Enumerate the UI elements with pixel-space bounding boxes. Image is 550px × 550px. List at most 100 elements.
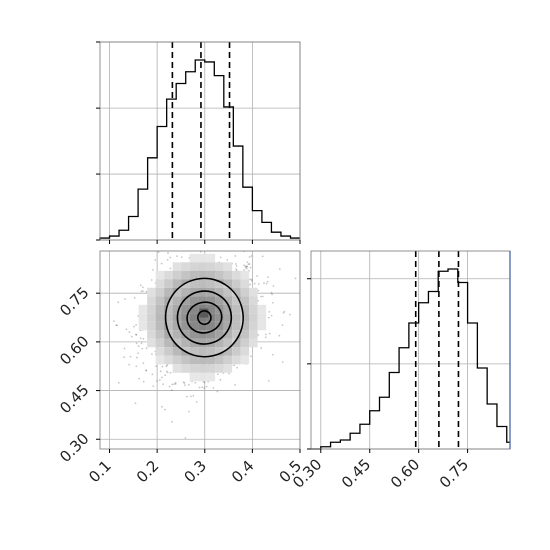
scatter-point	[270, 314, 273, 317]
density-cell	[232, 287, 241, 297]
density-cell	[155, 347, 165, 356]
scatter-point	[282, 311, 285, 314]
density-cell	[240, 321, 250, 331]
density-cell	[181, 262, 190, 271]
scatter-point	[267, 316, 270, 319]
scatter-point	[174, 383, 177, 385]
scatter-point	[233, 364, 236, 367]
density-cell	[240, 355, 250, 365]
density-cell	[189, 279, 199, 288]
x-tick-label: 0.2	[133, 457, 163, 487]
density-cell	[189, 287, 199, 297]
density-cell	[181, 270, 190, 280]
scatter-point	[145, 369, 148, 372]
scatter-point	[216, 373, 219, 376]
density-cell	[172, 304, 182, 314]
density-cell	[206, 304, 216, 314]
scatter-point	[265, 282, 268, 285]
scatter-point	[166, 259, 169, 261]
scatter-point	[140, 290, 143, 293]
scatter-point	[183, 247, 185, 249]
scatter-point	[235, 263, 237, 265]
scatter-point	[195, 248, 197, 250]
density-cell	[240, 279, 250, 288]
scatter-point	[294, 277, 297, 280]
scatter-point	[112, 320, 115, 323]
density-cell	[240, 270, 250, 280]
density-cell	[206, 253, 216, 263]
density-cell	[215, 338, 224, 348]
scatter-point	[133, 296, 136, 299]
density-cell	[181, 364, 190, 373]
panel-content	[100, 241, 300, 449]
scatter-point	[271, 293, 274, 296]
scatter-point	[166, 364, 169, 366]
scatter-point	[272, 284, 275, 287]
scatter-point	[267, 380, 270, 382]
scatter-point	[264, 333, 267, 336]
density-cell	[249, 313, 258, 322]
scatter-point	[236, 366, 238, 369]
scatter-point	[187, 410, 190, 413]
scatter-point	[139, 337, 142, 340]
y-tick-label: 0.60	[56, 332, 92, 368]
density-cell	[189, 304, 199, 314]
scatter-point	[164, 374, 167, 377]
density-cell	[155, 330, 165, 339]
scatter-point	[150, 279, 153, 281]
density-cell	[215, 287, 224, 297]
density-cell	[232, 296, 241, 305]
scatter-point	[245, 265, 248, 268]
density-cell	[155, 355, 165, 365]
scatter-point	[155, 365, 158, 368]
scatter-point	[260, 347, 263, 349]
density-cell	[232, 321, 241, 331]
density-cell	[215, 279, 224, 288]
density-cell	[198, 364, 207, 373]
density-cell	[240, 304, 250, 314]
scatter-point	[176, 255, 178, 258]
scatter-point	[117, 381, 120, 384]
density-cell	[240, 330, 250, 339]
density-cell	[198, 347, 207, 356]
scatter-point	[281, 361, 284, 363]
density-cell	[223, 338, 233, 348]
density-cell	[249, 287, 258, 297]
density-cell	[198, 270, 207, 280]
density-cell	[181, 287, 190, 297]
scatter-point	[257, 299, 259, 302]
scatter-point	[243, 264, 246, 267]
scatter-point	[167, 252, 169, 254]
scatter-point	[220, 245, 222, 247]
scatter-point	[152, 268, 154, 271]
scatter-point	[228, 372, 230, 375]
density-cell	[189, 270, 199, 280]
panel-background	[100, 42, 300, 240]
density-cell	[198, 262, 207, 271]
scatter-point	[246, 265, 248, 268]
scatter-point	[250, 278, 253, 281]
scatter-point	[248, 263, 251, 265]
density-cell	[172, 279, 182, 288]
scatter-point	[278, 334, 281, 337]
scatter-point	[184, 437, 187, 439]
scatter-point	[187, 383, 190, 386]
density-cell	[215, 321, 224, 331]
scatter-point	[160, 262, 163, 265]
contour-line-core	[197, 310, 212, 326]
scatter-point	[264, 336, 267, 339]
density-cell	[181, 296, 190, 305]
density-cell	[155, 313, 165, 322]
scatter-point	[160, 376, 163, 379]
scatter-point	[249, 266, 252, 269]
density-cell	[206, 330, 216, 339]
density-cell	[223, 270, 233, 280]
density-cell	[155, 321, 165, 331]
density-cell	[206, 279, 216, 288]
density-cell	[172, 296, 182, 305]
density-cell	[198, 330, 207, 339]
scatter-point	[257, 334, 260, 336]
scatter-point	[225, 245, 227, 247]
scatter-point	[250, 241, 252, 243]
density-cell	[198, 321, 207, 331]
